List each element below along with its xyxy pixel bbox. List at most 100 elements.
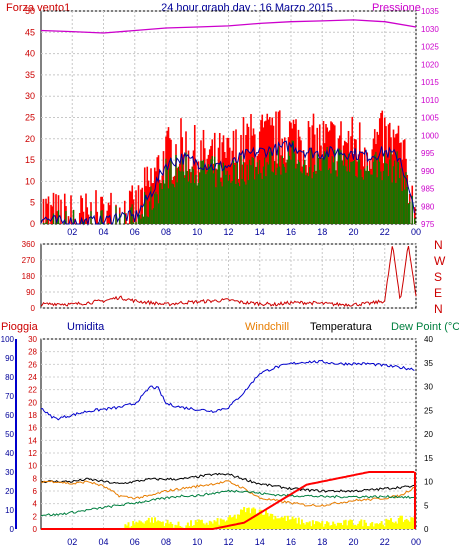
- legend-windchill: Windchill: [245, 321, 289, 333]
- temp-y-tick-label: 5: [424, 501, 429, 510]
- direction-y-tick-label: 360: [22, 240, 36, 249]
- rain-y-tick-label: 24: [28, 373, 37, 382]
- temp-y-tick-label: 40: [424, 335, 433, 344]
- rain-y-tick-label: 28: [28, 348, 37, 357]
- wind-y-tick-label: 15: [25, 155, 35, 165]
- humidity-y-tick-label: 30: [5, 468, 14, 477]
- legend-dewpoint: Dew Point (°C: [391, 321, 459, 333]
- rain-y-tick-label: 26: [28, 360, 37, 369]
- climate-plot-frame: [40, 338, 417, 530]
- rain-y-tick-label: 0: [33, 525, 38, 534]
- temp-y-tick-label: 35: [424, 359, 433, 368]
- wind-x-tick-label: 10: [192, 227, 202, 237]
- humidity-y-tick-label: 40: [5, 449, 14, 458]
- climate-x-tick-label: 16: [286, 537, 296, 547]
- wind-y-tick-label: 10: [25, 176, 35, 186]
- compass-label: N: [434, 238, 443, 252]
- climate-x-tick-label: 00: [411, 537, 421, 547]
- temp-y-tick-label: 25: [424, 406, 433, 415]
- pioggia-line: [41, 471, 415, 530]
- direction-y-tick-label: 180: [22, 272, 36, 281]
- wind-x-tick-label: 02: [67, 227, 77, 237]
- pressure-line: [40, 19, 417, 34]
- temp-y-tick-label: 15: [424, 454, 433, 463]
- rain-y-tick-label: 8: [33, 474, 38, 483]
- legend-humidity: Umidita: [67, 321, 105, 333]
- rain-y-tick-label: 16: [28, 424, 37, 433]
- pressure-y-tick-label: 995: [421, 149, 435, 158]
- climate-x-tick-label: 20: [348, 537, 358, 547]
- pressure-y-tick-label: 975: [421, 220, 435, 229]
- wind-y-tick-label: 30: [25, 91, 35, 101]
- rain-y-tick-label: 6: [33, 487, 38, 496]
- direction-y-tick-label: 270: [22, 256, 36, 265]
- pressure-y-tick-label: 980: [421, 202, 435, 211]
- rain-y-tick-label: 18: [28, 411, 37, 420]
- windchill-line: [40, 480, 415, 507]
- legend-temperature: Temperatura: [310, 321, 373, 333]
- wind-y-tick-label: 50: [25, 6, 35, 16]
- direction-y-tick-label: 90: [26, 288, 35, 297]
- pressure-y-tick-label: 1025: [421, 43, 439, 52]
- climate-x-tick-label: 12: [223, 537, 233, 547]
- rain-y-tick-label: 20: [28, 398, 37, 407]
- climate-x-tick-label: 04: [98, 537, 108, 547]
- climate-x-tick-label: 14: [255, 537, 265, 547]
- pressure-y-tick-label: 1035: [421, 7, 439, 16]
- wind-x-tick-label: 04: [98, 227, 108, 237]
- temperatura-line: [40, 472, 415, 493]
- chart-marks: 02 04 06 08 10 12 14 16 18 20 22 000510152025303540…: [1, 6, 446, 547]
- wind-x-tick-label: 06: [130, 227, 140, 237]
- wind-x-tick-label: 12: [223, 227, 233, 237]
- climate-x-tick-label: 08: [161, 537, 171, 547]
- humidity-y-tick-label: 100: [1, 335, 15, 344]
- pressure-y-tick-label: 1000: [421, 131, 439, 140]
- climate-x-tick-label: 06: [130, 537, 140, 547]
- temp-y-tick-label: 30: [424, 383, 433, 392]
- humidity-y-tick-label: 60: [5, 411, 14, 420]
- pressure-y-tick-label: 1020: [421, 60, 439, 69]
- climate-x-tick-label: 18: [317, 537, 327, 547]
- climate-x-tick-label: 10: [192, 537, 202, 547]
- legend-rain: Pioggia: [1, 321, 39, 333]
- umidita-line: [40, 359, 415, 421]
- humidity-y-tick-label: 90: [5, 354, 14, 363]
- wind-y-tick-label: 45: [25, 27, 35, 37]
- rain-y-tick-label: 4: [33, 500, 38, 509]
- wind-y-tick-label: 40: [25, 49, 35, 59]
- humidity-y-tick-label: 80: [5, 373, 14, 382]
- temp-y-tick-label: 20: [424, 430, 433, 439]
- temp-y-tick-label: 10: [424, 478, 433, 487]
- temp-y-tick-label: 0: [424, 525, 429, 534]
- wind-x-tick-label: 16: [286, 227, 296, 237]
- rain-y-tick-label: 14: [28, 436, 37, 445]
- rain-y-tick-label: 12: [28, 449, 37, 458]
- humidity-y-tick-label: 70: [5, 392, 14, 401]
- wind-x-tick-label: 14: [255, 227, 265, 237]
- rain-y-tick-label: 10: [28, 462, 37, 471]
- wind-x-tick-label: 08: [161, 227, 171, 237]
- pressure-y-tick-label: 985: [421, 185, 435, 194]
- pressure-y-tick-label: 1005: [421, 114, 439, 123]
- pressure-y-tick-label: 990: [421, 167, 435, 176]
- wind-y-tick-label: 20: [25, 134, 35, 144]
- wind-y-tick-label: 5: [30, 198, 35, 208]
- climate-x-tick-label: 02: [67, 537, 77, 547]
- compass-label: S: [434, 270, 442, 284]
- wind-y-tick-label: 25: [25, 113, 35, 123]
- humidity-y-tick-label: 10: [5, 506, 14, 515]
- pressure-y-tick-label: 1030: [421, 25, 439, 34]
- rain-y-tick-label: 30: [28, 335, 37, 344]
- dew-point-c-line: [40, 489, 415, 517]
- humidity-y-tick-label: 0: [10, 525, 15, 534]
- wind-average-line: [40, 140, 415, 226]
- rain-y-tick-label: 2: [33, 512, 38, 521]
- compass-label: E: [434, 286, 442, 300]
- wind-x-tick-label: 00: [411, 227, 421, 237]
- wind-y-tick-label: 0: [30, 219, 35, 229]
- direction-y-tick-label: 0: [31, 304, 36, 313]
- pressure-y-tick-label: 1015: [421, 78, 439, 87]
- compass-label: W: [434, 254, 446, 268]
- wind-x-tick-label: 20: [348, 227, 358, 237]
